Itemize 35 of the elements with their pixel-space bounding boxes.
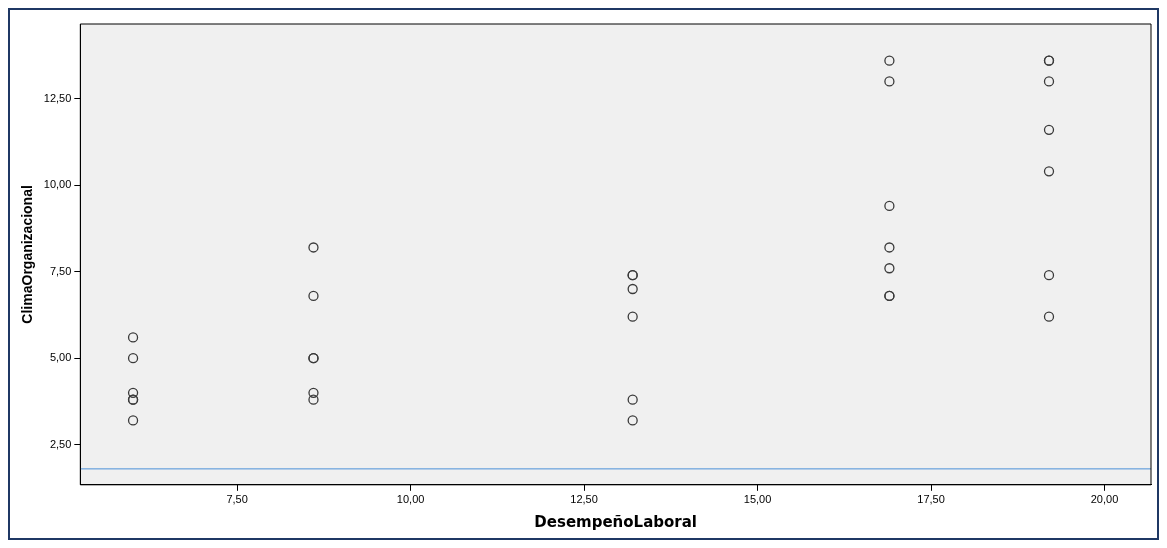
point bbox=[127, 332, 139, 343]
point bbox=[308, 242, 319, 253]
x-axis-title: DesempeñoLaboral bbox=[534, 512, 697, 531]
x-tick-label: 17,50 bbox=[917, 493, 945, 506]
x-tick-label: 20,00 bbox=[1090, 493, 1119, 506]
point bbox=[627, 394, 638, 405]
y-tick-label: 2,50 bbox=[49, 437, 72, 450]
point bbox=[127, 353, 139, 364]
y-tick-label: 12,50 bbox=[43, 91, 72, 104]
point bbox=[1043, 76, 1055, 87]
point bbox=[884, 76, 895, 87]
point bbox=[884, 263, 895, 274]
point bbox=[308, 290, 319, 302]
y-tick-label: 10,00 bbox=[43, 178, 72, 191]
point bbox=[884, 55, 895, 66]
y-axis-title: ClimaOrganizacional bbox=[19, 185, 36, 324]
point bbox=[884, 242, 895, 253]
x-tick-label: 7,50 bbox=[226, 493, 248, 506]
point bbox=[884, 200, 895, 212]
x-tick-label: 12,50 bbox=[570, 493, 598, 506]
point bbox=[627, 415, 638, 426]
x-tick-label: 10,00 bbox=[396, 493, 425, 506]
point bbox=[1043, 124, 1055, 136]
x-tick-label: 15,00 bbox=[743, 493, 772, 506]
point bbox=[1043, 270, 1055, 281]
point bbox=[1043, 311, 1055, 322]
point bbox=[308, 387, 319, 398]
point bbox=[1043, 166, 1055, 177]
point bbox=[308, 394, 319, 405]
point bbox=[127, 387, 139, 398]
point bbox=[127, 415, 139, 426]
point bbox=[627, 311, 638, 322]
y-tick-label: 7,50 bbox=[49, 264, 72, 277]
point bbox=[627, 283, 638, 295]
y-tick-label: 5,00 bbox=[49, 351, 72, 364]
